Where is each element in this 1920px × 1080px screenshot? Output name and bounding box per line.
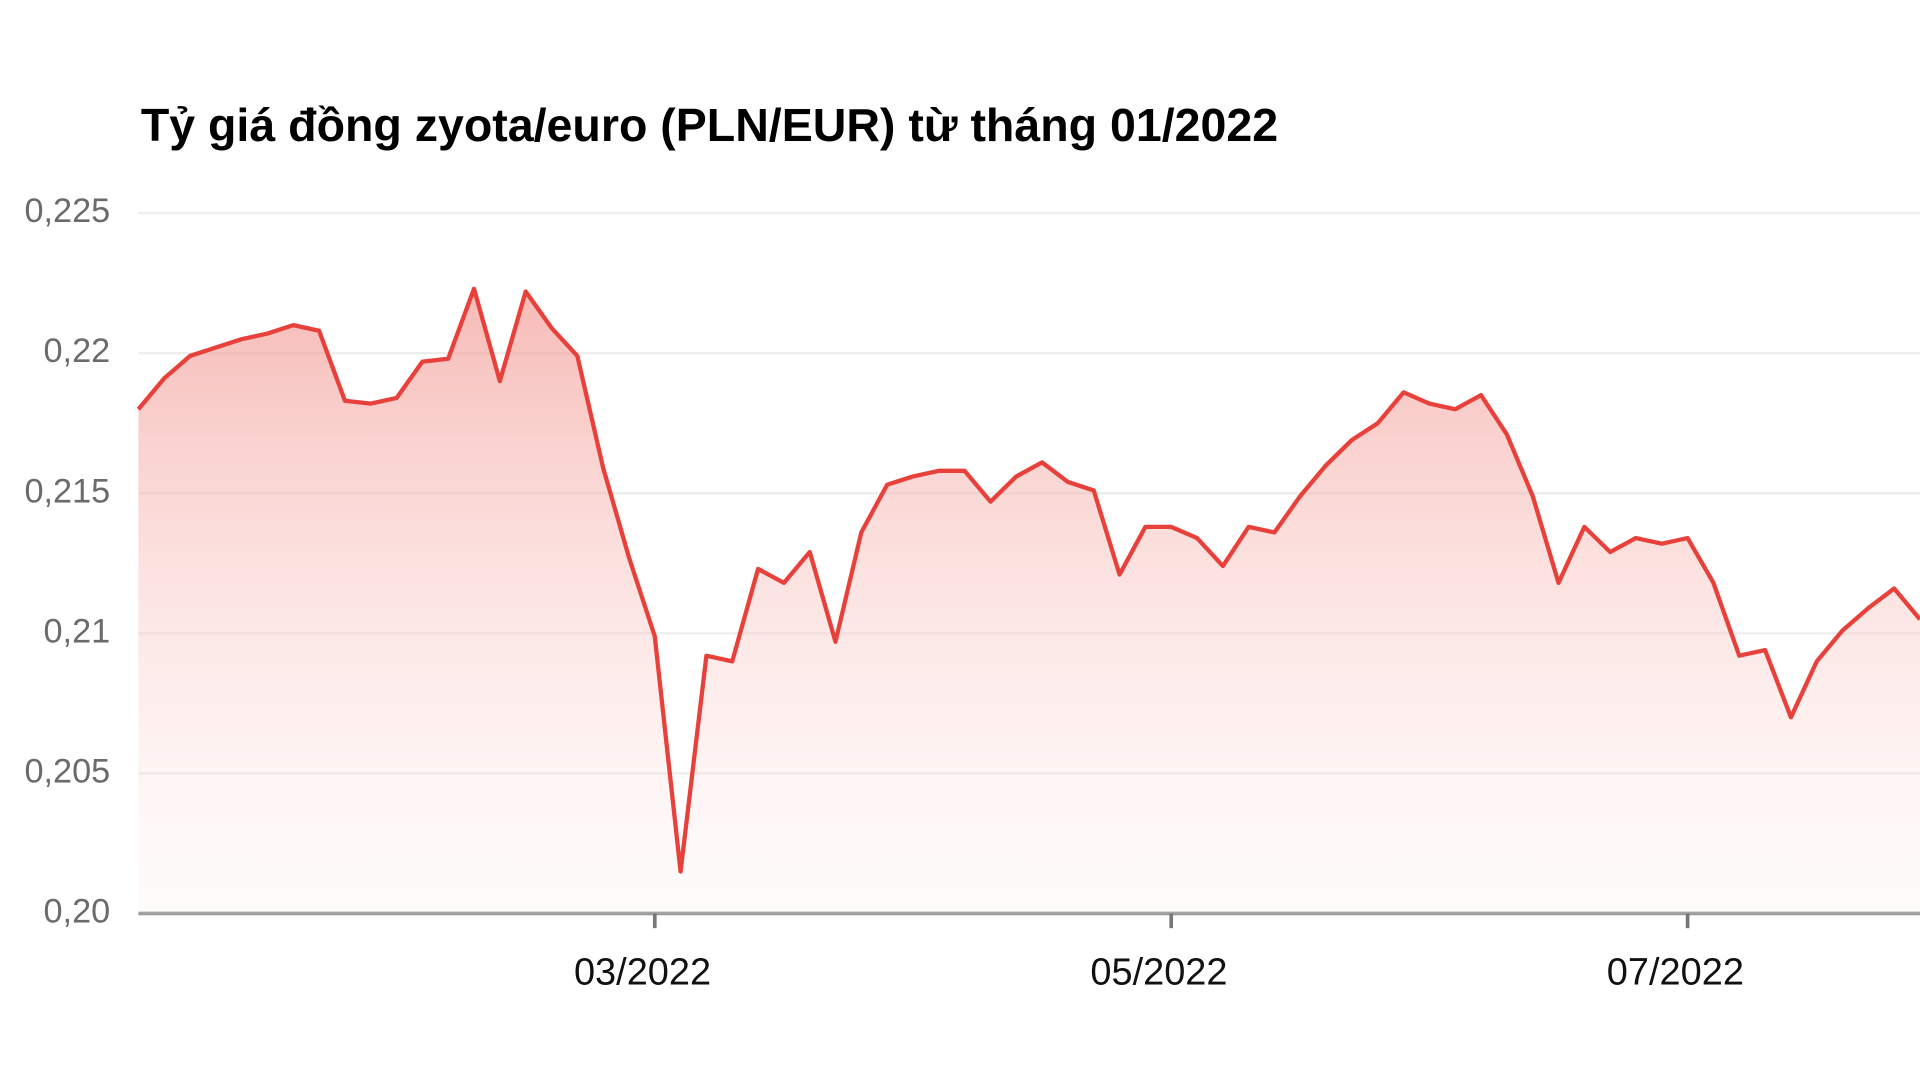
line <box>136 286 1920 874</box>
y-tick-label: 0,20 <box>44 893 111 931</box>
y-tick-label: 0,225 <box>24 192 110 230</box>
x-tick-label: 05/2022 <box>1090 952 1227 994</box>
y-tick-label: 0,22 <box>44 332 111 370</box>
y-tick-label: 0,215 <box>24 472 110 510</box>
x-tick-label: 03/2022 <box>574 952 711 994</box>
y-tick-label: 0,205 <box>24 752 110 790</box>
area <box>138 288 1920 914</box>
chart-title: Tỷ giá đồng zyota/euro (PLN/EUR) từ thán… <box>141 99 1278 151</box>
x-tick-label: 07/2022 <box>1607 952 1744 994</box>
y-tick-label: 0,21 <box>44 612 111 650</box>
